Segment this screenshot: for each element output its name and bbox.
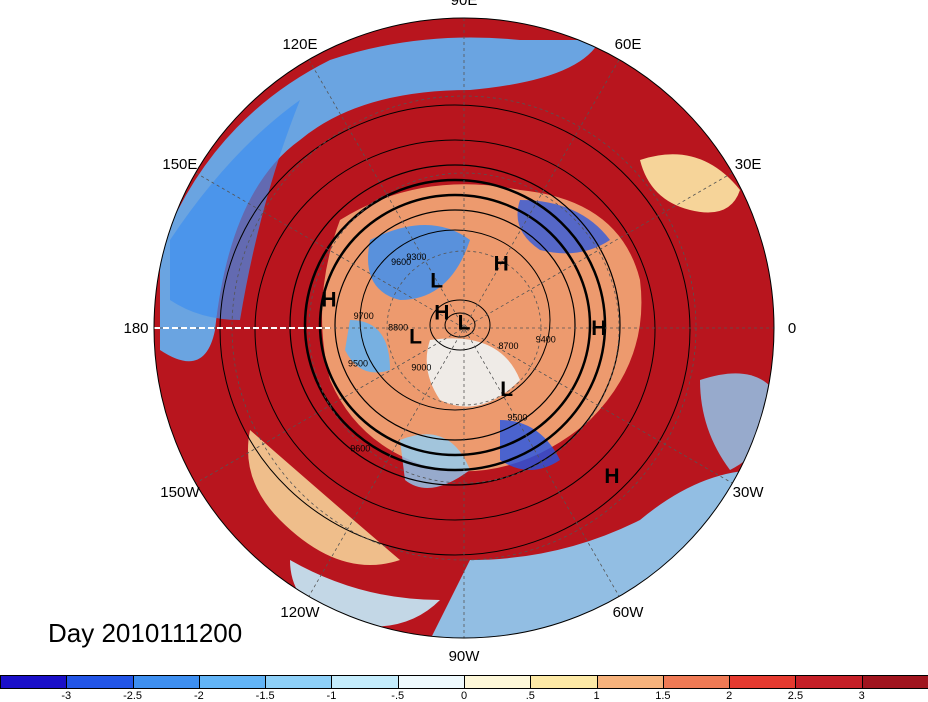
- colorbar-swatch: [729, 675, 797, 689]
- lon-label-60e: 60E: [615, 36, 642, 53]
- colorbar-swatch: [795, 675, 863, 689]
- high-pressure-marker: H: [321, 288, 336, 311]
- colorbar-tick-label: .5: [525, 690, 535, 702]
- low-pressure-marker: L: [500, 378, 513, 401]
- contour-label: 9600: [350, 444, 370, 454]
- colorbar-tick-label: 3: [858, 690, 865, 702]
- lon-label-120e: 120E: [282, 36, 317, 53]
- colorbar: -3 -2.5 -2 -1.5 -1 -.5 0 .5 1 1.5 2 2.5 3: [0, 673, 928, 702]
- map-border: [153, 17, 775, 639]
- low-pressure-marker: L: [409, 326, 422, 349]
- colorbar-tick-label: 2.5: [787, 690, 804, 702]
- high-pressure-marker: H: [591, 317, 606, 340]
- colorbar-tick-label: 2: [726, 690, 733, 702]
- colorbar-swatch: [198, 675, 267, 689]
- colorbar-tick-label: -.5: [391, 690, 405, 702]
- colorbar-swatch: [596, 675, 664, 689]
- colorbar-tick-label: 1: [593, 690, 600, 702]
- colorbar-tick-label: -1: [326, 690, 337, 702]
- polar-map: 90E 60E 30E 0 30W 60W 90W 120W 150W 180 150E 120E 9…: [123, 0, 796, 665]
- colorbar-tick-label: 1.5: [655, 690, 671, 702]
- contour-label: 9700: [354, 311, 374, 321]
- colorbar-swatch: [397, 675, 465, 689]
- colorbar-swatch: [0, 675, 68, 689]
- contour-label: 8800: [388, 322, 408, 332]
- low-pressure-marker: L: [458, 312, 471, 335]
- height-contours: [219, 104, 691, 556]
- lon-label-150w: 150W: [160, 484, 200, 501]
- colorbar-swatch: [331, 675, 399, 689]
- lon-label-120w: 120W: [280, 604, 320, 621]
- colorbar-swatch: [132, 675, 200, 689]
- lon-label-30e: 30E: [735, 156, 762, 173]
- lon-label-180: 180: [123, 320, 148, 337]
- low-pressure-marker: L: [430, 270, 443, 293]
- lon-label-0: 0: [788, 320, 796, 337]
- colorbar-tick-label: -1.5: [255, 690, 275, 702]
- colorbar-swatch: [662, 675, 731, 689]
- contour-label: 9400: [536, 334, 556, 344]
- lon-label-150e: 150E: [162, 156, 197, 173]
- colorbar-swatch: [530, 675, 598, 689]
- longitude-labels: 90E 60E 30E 0 30W 60W 90W 120W 150W 180 150E 120E: [123, 0, 796, 665]
- lon-label-60w: 60W: [613, 604, 645, 621]
- lon-label-90w: 90W: [449, 648, 481, 665]
- contour-label: 8700: [498, 341, 518, 351]
- lon-label-30w: 30W: [733, 484, 765, 501]
- colorbar-swatch: [861, 675, 928, 689]
- colorbar-tick-label: -2.5: [123, 690, 143, 702]
- contour-label: 9000: [411, 363, 431, 373]
- contour-label: 9500: [507, 412, 527, 422]
- high-pressure-marker: H: [494, 253, 509, 276]
- colorbar-swatch: [66, 675, 134, 689]
- high-pressure-marker: H: [434, 301, 449, 324]
- contour-label: 9600: [391, 257, 411, 267]
- colorbar-tick-label: -2: [193, 690, 204, 702]
- high-pressure-marker: H: [604, 465, 619, 488]
- colorbar-swatch: [265, 675, 333, 689]
- colorbar-tick-label: 0: [460, 690, 468, 702]
- colorbar-tick-label: -3: [61, 690, 72, 702]
- lon-label-90e: 90E: [451, 0, 478, 9]
- contour-label: 9300: [406, 252, 426, 262]
- contour-label: 9500: [348, 359, 368, 369]
- colorbar-swatch: [464, 675, 532, 689]
- day-label: Day 2010111200: [48, 618, 243, 648]
